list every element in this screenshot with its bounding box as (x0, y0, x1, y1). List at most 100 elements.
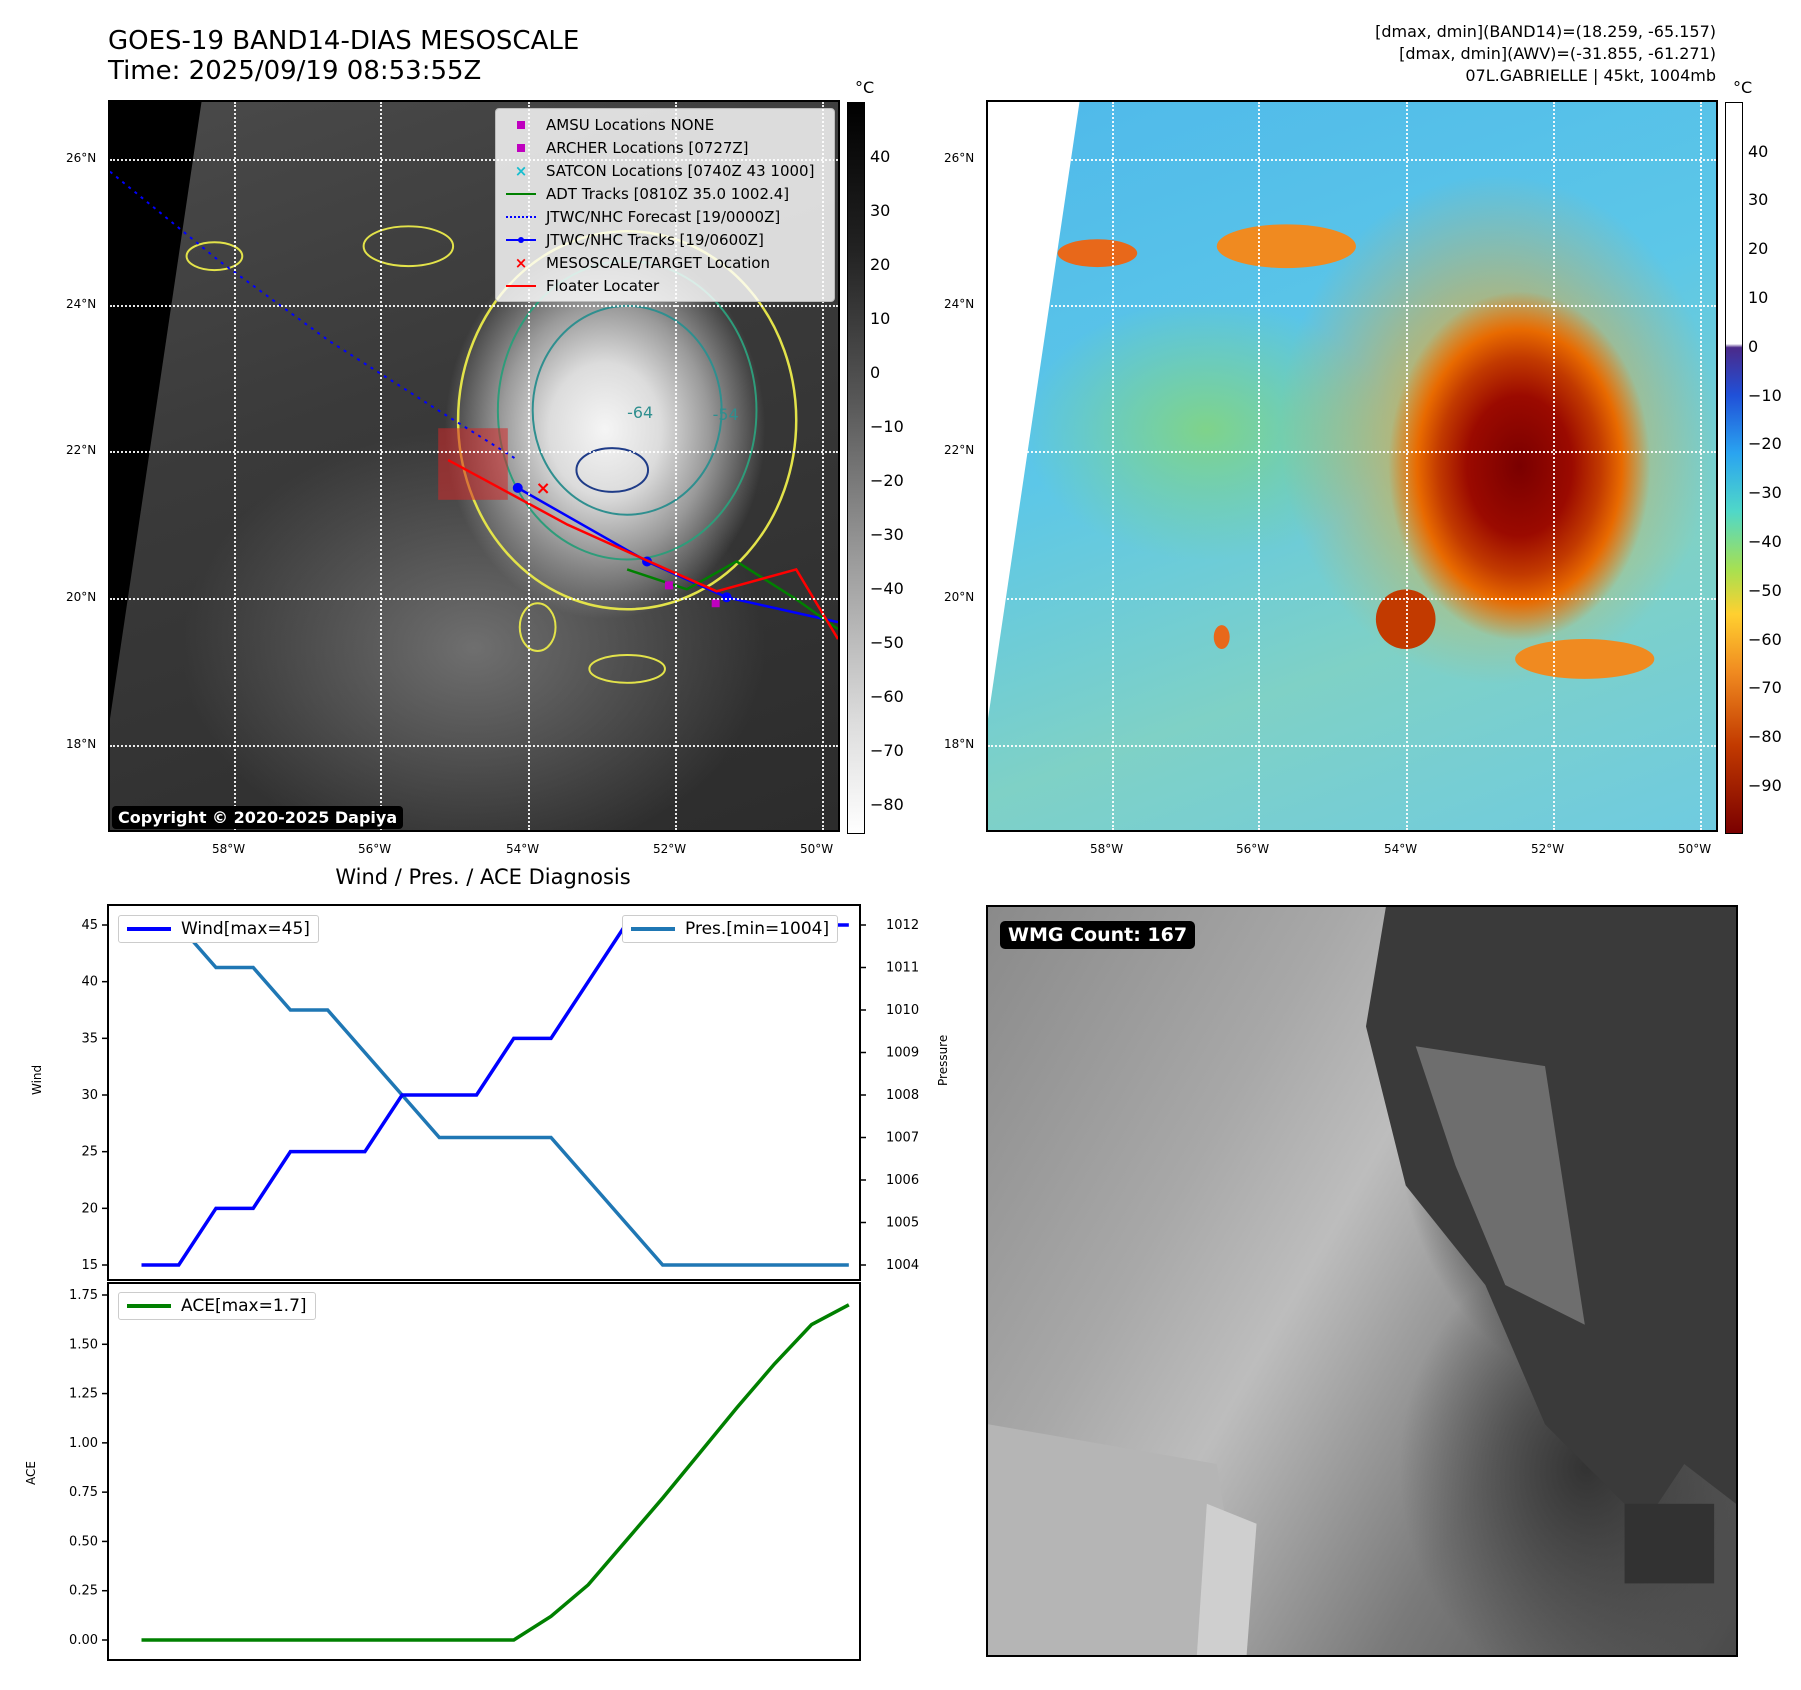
y-tick-label: 0.25 (69, 1584, 98, 1599)
awv-range: [dmax, dmin](AWV)=(-31.855, -61.271) (1399, 44, 1716, 63)
contour-label-54: -54 (713, 405, 739, 424)
colorbar-tick: −20 (1748, 434, 1782, 453)
wind-axis-title: Wind (30, 1064, 44, 1095)
lon-label: 58°W (1090, 842, 1124, 856)
y-right-tick-label: 1007 (886, 1131, 919, 1146)
lat-label: 22°N (66, 443, 97, 457)
colorbar-tick: −50 (870, 633, 904, 652)
lon-label: 50°W (1678, 842, 1712, 856)
wmg-count-badge: WMG Count: 167 (1000, 921, 1196, 949)
map-edge-mask: × -64 -54 (110, 102, 838, 719)
colorbar-tick: −30 (1748, 483, 1782, 502)
colorbar-tick: −10 (870, 417, 904, 436)
enhanced-map-panel (986, 100, 1718, 832)
lat-label: 18°N (944, 737, 975, 751)
lon-label: 50°W (800, 842, 834, 856)
colorbar-tick: −10 (1748, 386, 1782, 405)
colorbar-tick: −90 (1748, 776, 1782, 795)
band14-range: [dmax, dmin](BAND14)=(18.259, -65.157) (1375, 22, 1716, 41)
y-right-tick-label: 1011 (886, 961, 919, 976)
colorbar-unit: °C (855, 78, 875, 97)
legend-label: Pres.[min=1004] (685, 919, 830, 939)
colorbar-tick: −40 (1748, 532, 1782, 551)
ir-map-panel: × -64 -54 AMSU Locations NONE ARCHER Loc… (108, 100, 840, 832)
colorbar-tick: 0 (1748, 337, 1759, 356)
colorbar-tick: −30 (870, 525, 904, 544)
svg-text:×: × (536, 478, 551, 499)
lat-label: 20°N (66, 590, 97, 604)
y-tick-label: 20 (81, 1201, 98, 1216)
y-right-tick-label: 1009 (886, 1046, 919, 1061)
legend-item-forecast: JTWC/NHC Forecast [19/0000Z] (504, 205, 826, 228)
lon-label: 52°W (653, 842, 687, 856)
pressure-axis-title: Pressure (936, 1034, 950, 1086)
legend-item-amsu: AMSU Locations NONE (504, 113, 826, 136)
legend-label: JTWC/NHC Forecast [19/0000Z] (546, 207, 781, 226)
y-tick-label: 1.75 (69, 1288, 98, 1303)
figure-title: GOES-19 BAND14-DIAS MESOSCALE (108, 26, 580, 56)
lon-label: 54°W (1384, 842, 1418, 856)
legend-label: Floater Locater (546, 276, 660, 295)
lat-label: 26°N (66, 151, 97, 165)
x-marker-icon: × (514, 253, 528, 272)
colorbar-tick: 10 (870, 309, 891, 328)
y-tick-label: 1.25 (69, 1387, 98, 1402)
enhanced-colorbar (1725, 102, 1743, 834)
lat-label: 22°N (944, 443, 975, 457)
copyright-badge: Copyright © 2020-2025 Dapiya (112, 806, 404, 829)
lon-label: 56°W (1236, 842, 1270, 856)
y-right-tick-label: 1012 (886, 918, 919, 933)
square-marker-icon (517, 120, 525, 129)
colorbar-tick: 10 (1748, 288, 1769, 307)
wmg-field (988, 907, 1736, 1655)
y-tick-label: 40 (81, 975, 98, 990)
legend-item-archer: ARCHER Locations [0727Z] (504, 136, 826, 159)
x-marker-icon: × (514, 161, 528, 180)
legend-label: JTWC/NHC Tracks [19/0600Z] (546, 230, 764, 249)
storm-info: 07L.GABRIELLE | 45kt, 1004mb (1465, 66, 1716, 85)
y-tick-label: 1.50 (69, 1337, 98, 1352)
square-marker-icon (517, 143, 525, 152)
legend-item-mesoscale: × MESOSCALE/TARGET Location (504, 251, 826, 274)
legend-line-icon (127, 1304, 171, 1308)
colorbar-tick: −60 (1748, 630, 1782, 649)
lat-label: 24°N (66, 297, 97, 311)
y-right-tick-label: 1010 (886, 1003, 919, 1018)
colorbar-tick: −80 (1748, 727, 1782, 746)
colorbar-unit: °C (1733, 78, 1753, 97)
wind-pressure-chart: 15 20 25 30 35 40 45 1004 1005 1006 1007 1008 1009 1… (81, 904, 919, 1281)
y-tick-label: 30 (81, 1088, 98, 1103)
y-tick-label: 15 (81, 1258, 98, 1273)
y-right-tick-label: 1006 (886, 1173, 919, 1188)
y-tick-label: 0.00 (69, 1633, 98, 1648)
colorbar-tick: −20 (870, 471, 904, 490)
y-right-tick-label: 1008 (886, 1088, 919, 1103)
legend-label: ADT Tracks [0810Z 35.0 1002.4] (546, 184, 790, 203)
wmg-panel: WMG Count: 167 (986, 905, 1738, 1657)
colorbar-tick: 40 (870, 147, 891, 166)
map-legend: AMSU Locations NONE ARCHER Locations [07… (495, 108, 835, 302)
lon-label: 54°W (506, 842, 540, 856)
colorbar-tick: 20 (1748, 239, 1769, 258)
legend-label: MESOSCALE/TARGET Location (546, 253, 771, 272)
colorbar-tick: −70 (1748, 678, 1782, 697)
y-right-tick-label: 1005 (886, 1216, 919, 1231)
colorbar-tick: −80 (870, 795, 904, 814)
colorbar-tick: 40 (1748, 142, 1769, 161)
lon-label: 56°W (358, 842, 392, 856)
contour-label-64: -64 (627, 403, 653, 422)
legend-label: ACE[max=1.7] (181, 1296, 307, 1316)
ace-series-line (141, 1303, 850, 1642)
lat-label: 20°N (944, 590, 975, 604)
y-tick-label: 45 (81, 918, 98, 933)
figure-time: Time: 2025/09/19 08:53:55Z (108, 56, 482, 86)
diagnosis-title: Wind / Pres. / ACE Diagnosis (335, 865, 631, 889)
colorbar-tick: −50 (1748, 581, 1782, 600)
pressure-legend: Pres.[min=1004] (622, 915, 839, 943)
lat-label: 18°N (66, 737, 97, 751)
wind-legend: Wind[max=45] (118, 915, 319, 943)
ace-axis-title: ACE (24, 1461, 38, 1485)
colorbar-tick: −70 (870, 741, 904, 760)
legend-item-tracks: JTWC/NHC Tracks [19/0600Z] (504, 228, 826, 251)
legend-label: ARCHER Locations [0727Z] (546, 138, 749, 157)
